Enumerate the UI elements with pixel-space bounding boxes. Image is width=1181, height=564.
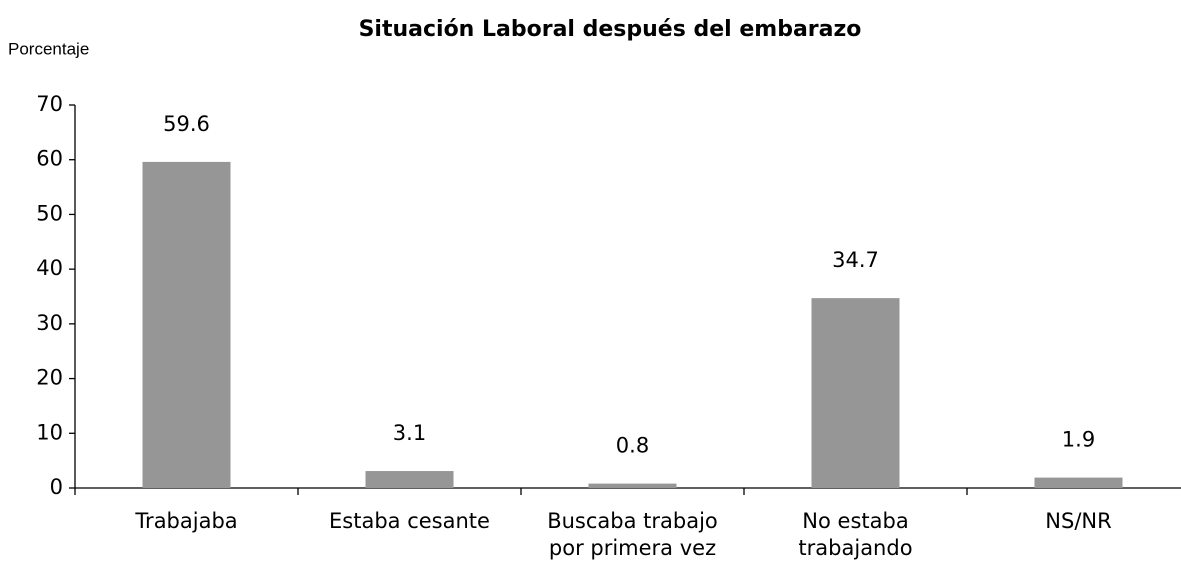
x-tick-label-line: Buscaba trabajo — [547, 509, 718, 533]
y-tick-label: 60 — [36, 147, 63, 171]
bar — [811, 298, 900, 488]
chart-title: Situación Laboral después del embarazo — [359, 17, 862, 42]
bar — [365, 471, 454, 488]
x-tick-label-line: Trabajaba — [134, 509, 237, 533]
bar — [588, 483, 677, 488]
x-tick-label-line: NS/NR — [1045, 509, 1111, 533]
x-tick-label: No estaba trabajando — [798, 509, 912, 560]
y-tick-label: 30 — [36, 311, 63, 335]
y-tick-label: 20 — [36, 366, 63, 390]
x-tick-label-line: No estaba — [802, 509, 908, 533]
data-label: 59.6 — [163, 112, 210, 136]
x-tick-label-line: por primera vez — [549, 536, 716, 560]
data-label: 3.1 — [393, 421, 426, 445]
bar — [142, 161, 231, 488]
x-tick-label: Trabajaba — [134, 509, 237, 533]
y-axis-label: Porcentaje — [8, 39, 89, 58]
y-tick-label: 70 — [36, 92, 63, 116]
y-tick-label: 50 — [36, 201, 63, 225]
x-tick-label: Estaba cesante — [329, 509, 490, 533]
data-label: 0.8 — [616, 434, 649, 458]
bar — [1034, 477, 1123, 488]
x-tick-label-line: trabajando — [798, 536, 912, 560]
x-tick-label-line: Estaba cesante — [329, 509, 490, 533]
y-tick-label: 10 — [36, 420, 63, 444]
x-tick-label: Buscaba trabajo por primera vez — [547, 509, 718, 560]
x-tick-label: NS/NR — [1045, 509, 1111, 533]
data-label: 34.7 — [832, 248, 879, 272]
y-tick-label: 40 — [36, 256, 63, 280]
data-label: 1.9 — [1062, 428, 1095, 452]
y-tick-label: 0 — [50, 475, 63, 499]
